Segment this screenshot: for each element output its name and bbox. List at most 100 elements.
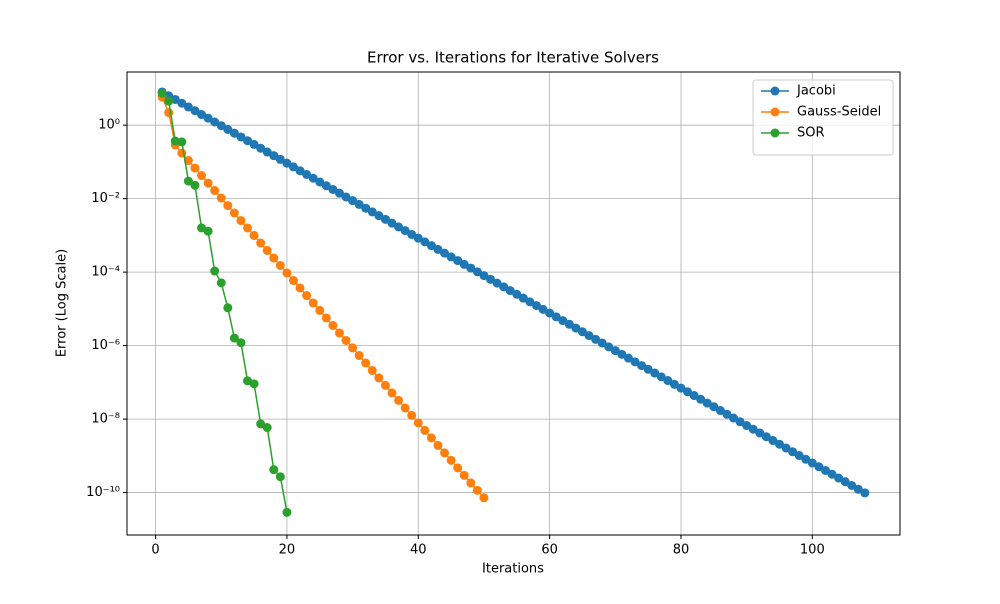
point (380, 380, 390, 390)
point (256, 238, 266, 248)
point (282, 268, 292, 278)
point (210, 186, 220, 196)
point (334, 328, 344, 338)
point (315, 177, 325, 187)
point (440, 448, 450, 458)
point (669, 379, 679, 389)
point (328, 320, 338, 330)
point (321, 313, 331, 323)
point (183, 156, 193, 166)
point (518, 293, 528, 303)
point (269, 253, 279, 263)
point (407, 410, 417, 420)
point (394, 222, 404, 232)
point (853, 484, 863, 494)
point (729, 413, 739, 423)
legend-marker (770, 86, 780, 96)
point (413, 233, 423, 243)
point (348, 196, 358, 206)
point (216, 193, 226, 203)
point (157, 88, 167, 98)
point (190, 163, 200, 173)
point (183, 176, 193, 186)
point (210, 117, 220, 127)
point (341, 335, 351, 345)
point (262, 245, 272, 255)
legend-marker (770, 107, 780, 117)
point (400, 226, 410, 236)
point (847, 480, 857, 490)
point (820, 465, 830, 475)
point (492, 278, 502, 288)
point (479, 493, 489, 503)
point (702, 398, 712, 408)
point (262, 147, 272, 157)
point (643, 364, 653, 374)
point (348, 343, 358, 353)
point (236, 132, 246, 142)
point (374, 211, 384, 221)
point (748, 424, 758, 434)
point (440, 248, 450, 258)
point (269, 151, 279, 161)
point (420, 237, 430, 247)
point (315, 305, 325, 315)
point (203, 113, 213, 123)
point (499, 282, 509, 292)
point (577, 327, 587, 337)
point (367, 207, 377, 217)
point (282, 158, 292, 168)
point (453, 463, 463, 473)
point (236, 216, 246, 226)
point (334, 188, 344, 198)
point (275, 260, 285, 270)
point (860, 488, 870, 498)
point (637, 361, 647, 371)
point (722, 409, 732, 419)
point (827, 469, 837, 479)
point (394, 395, 404, 405)
point (610, 346, 620, 356)
point (302, 169, 312, 179)
point (203, 226, 213, 236)
y-tick-label: 10⁰ (98, 118, 120, 133)
point (623, 353, 633, 363)
point (321, 181, 331, 191)
point (308, 173, 318, 183)
point (834, 473, 844, 483)
point (197, 110, 207, 120)
point (288, 162, 298, 172)
point (210, 266, 220, 276)
point (584, 331, 594, 341)
point (512, 289, 522, 299)
point (755, 428, 765, 438)
point (774, 439, 784, 449)
point (413, 418, 423, 428)
x-tick-label: 20 (279, 543, 296, 558)
point (361, 358, 371, 368)
point (538, 304, 548, 314)
point (249, 230, 259, 240)
point (650, 368, 660, 378)
point (709, 402, 719, 412)
x-axis-label: Iterations (482, 562, 544, 577)
legend-label: Jacobi (796, 84, 836, 99)
point (223, 303, 233, 313)
point (604, 342, 614, 352)
point (249, 379, 259, 389)
point (275, 472, 285, 482)
point (446, 252, 456, 262)
point (781, 443, 791, 453)
point (256, 143, 266, 153)
point (676, 383, 686, 393)
point (275, 154, 285, 164)
x-tick-label: 100 (800, 543, 825, 558)
point (768, 436, 778, 446)
point (689, 391, 699, 401)
point (203, 178, 213, 188)
point (302, 291, 312, 301)
point (814, 462, 824, 472)
point (459, 470, 469, 480)
point (788, 447, 798, 457)
